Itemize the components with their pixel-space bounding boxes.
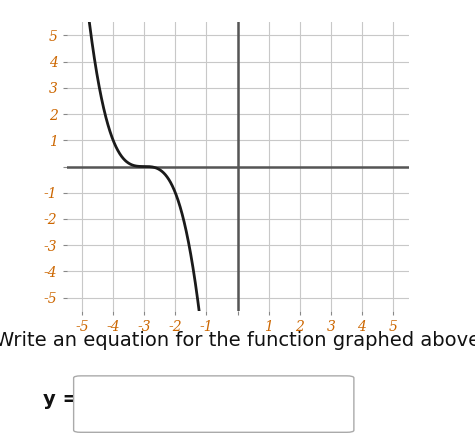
Text: Write an equation for the function graphed above: Write an equation for the function graph… bbox=[0, 331, 475, 350]
FancyBboxPatch shape bbox=[74, 376, 354, 432]
Text: y =: y = bbox=[43, 390, 79, 409]
